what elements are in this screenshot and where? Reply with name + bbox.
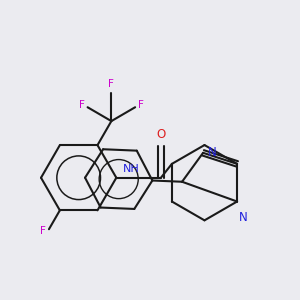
Text: N: N	[239, 212, 248, 224]
Text: N: N	[208, 146, 217, 159]
Text: F: F	[79, 100, 85, 110]
Text: F: F	[40, 226, 46, 236]
Text: F: F	[108, 80, 114, 89]
Text: NH: NH	[123, 164, 140, 174]
Text: O: O	[156, 128, 166, 141]
Text: F: F	[138, 100, 144, 110]
